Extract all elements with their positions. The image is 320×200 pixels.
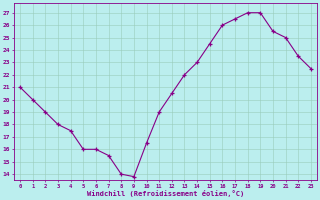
X-axis label: Windchill (Refroidissement éolien,°C): Windchill (Refroidissement éolien,°C): [87, 190, 244, 197]
